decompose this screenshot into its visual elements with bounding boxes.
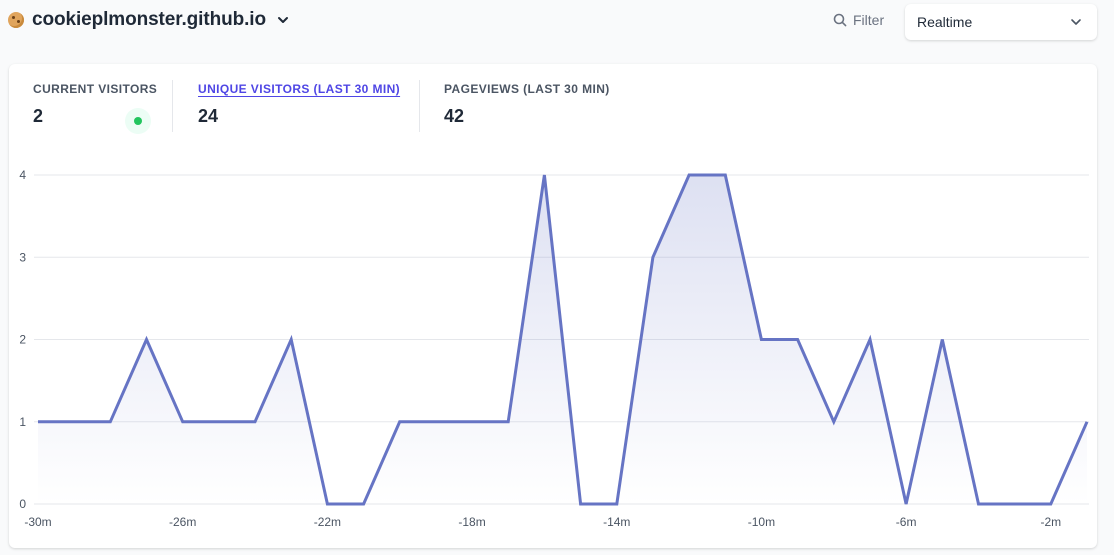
stat-value: 42	[444, 106, 465, 126]
stat-value: 24	[198, 106, 219, 126]
period-label: Realtime	[917, 14, 973, 30]
chevron-down-icon	[277, 17, 288, 23]
site-name: cookieplmonster.github.io	[32, 9, 266, 30]
site-switcher[interactable]: cookieplmonster.github.io	[8, 9, 290, 31]
stat-label[interactable]: UNIQUE VISITORS (LAST 30 MIN)	[198, 82, 401, 96]
stat-value: 2	[33, 106, 44, 126]
stat-label: CURRENT VISITORS	[33, 82, 158, 96]
live-indicator	[125, 108, 151, 134]
stats-card: CURRENT VISITORS 2 UNIQUE VISITORS (LAST…	[9, 64, 1097, 548]
chevron-down-icon	[1071, 19, 1081, 25]
stat-label: PAGEVIEWS (LAST 30 MIN)	[444, 82, 610, 96]
filter-button[interactable]: Filter	[833, 12, 884, 28]
divider	[419, 80, 420, 132]
top-bar: cookieplmonster.github.io Filter Realtim…	[0, 0, 1114, 44]
search-icon	[833, 13, 847, 27]
live-dot-icon	[134, 117, 142, 125]
divider	[172, 80, 173, 132]
filter-label: Filter	[853, 12, 885, 28]
cookie-icon	[8, 12, 24, 28]
period-select[interactable]: Realtime	[905, 4, 1097, 40]
